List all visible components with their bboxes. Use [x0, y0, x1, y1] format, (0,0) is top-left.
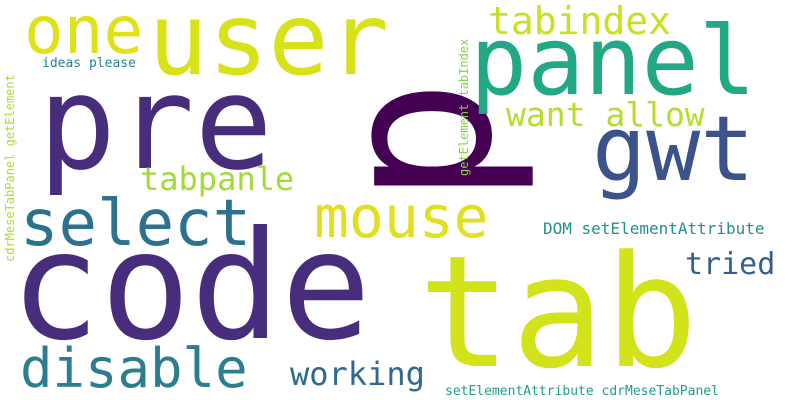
word-gwt: gwt [592, 97, 755, 202]
word-code: code [10, 200, 372, 374]
word-tabindex: tabindex [488, 0, 672, 43]
word-working: working [290, 355, 425, 393]
word-panel: panel [470, 7, 756, 117]
word-disable: disable [20, 337, 248, 400]
word-getelement-tabindex: getElement tabIndex [457, 38, 471, 176]
word-mouse: mouse [314, 183, 489, 251]
word-one: one [24, 0, 144, 69]
word-pre: pre [38, 47, 273, 199]
word-tab: tab [418, 222, 698, 400]
word-setelementattribute-cdrmesetabpanel: setElementAttribute cdrMeseTabPanel [445, 384, 719, 399]
word-dom-setelementattribute: DOM setElementAttribute [543, 219, 765, 238]
word-user: user [148, 0, 389, 98]
word-cdrmesetabpanel-getelement: cdrMeseTabPanel getElement [3, 74, 17, 262]
word-want-allow: want allow [506, 95, 705, 134]
word-ideas-please: ideas please [42, 56, 136, 71]
word-tabpanle: tabpanle [140, 160, 295, 198]
word-select: select [20, 187, 252, 261]
word-tried: tried [685, 247, 776, 282]
